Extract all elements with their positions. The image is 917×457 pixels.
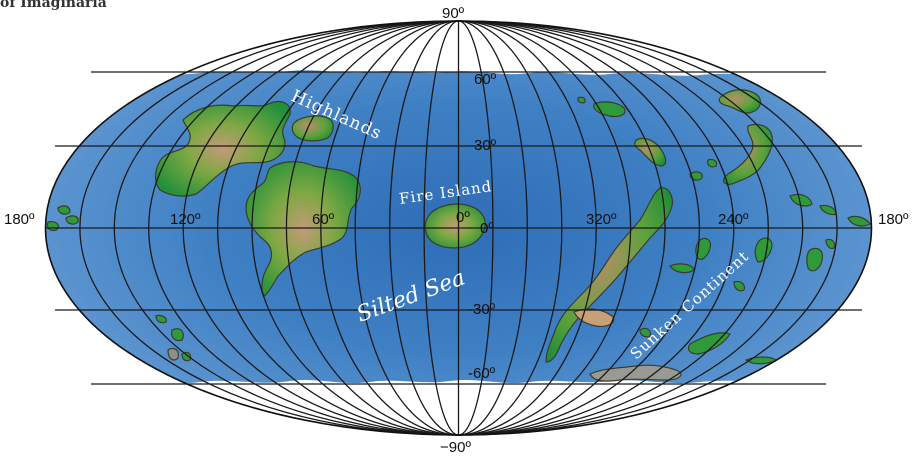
label-lon-320: 320º [586, 211, 617, 228]
west-edge-islet-1 [58, 206, 70, 214]
label-lat-60s: -60º [468, 365, 496, 382]
label-lon-180-east: 180º [878, 211, 909, 228]
west-edge-islet-5 [172, 329, 184, 341]
map-title-fragment: of Imaginaria [0, 0, 107, 11]
label-lat-30s: -30º [468, 301, 496, 318]
west-edge-islet-2 [66, 216, 78, 224]
ne-islet-2 [578, 97, 585, 103]
ne-islet-4 [708, 159, 717, 166]
label-lat-90s: −90º [440, 439, 471, 456]
label-lon-240: 240º [718, 211, 749, 228]
label-lon-120: 120º [170, 211, 201, 228]
label-lon-60: 60º [312, 211, 335, 228]
label-lat-60n: 60º [474, 71, 497, 88]
west-edge-islet-6 [168, 348, 178, 360]
label-lat-0: 0º [480, 220, 494, 237]
label-lat-90n: 90º [442, 5, 465, 22]
label-lon-0: 0º [456, 209, 470, 226]
label-lon-180-west: 180º [4, 211, 35, 228]
label-lat-30n: 30º [474, 137, 497, 154]
west-edge-islet-3 [47, 222, 58, 231]
